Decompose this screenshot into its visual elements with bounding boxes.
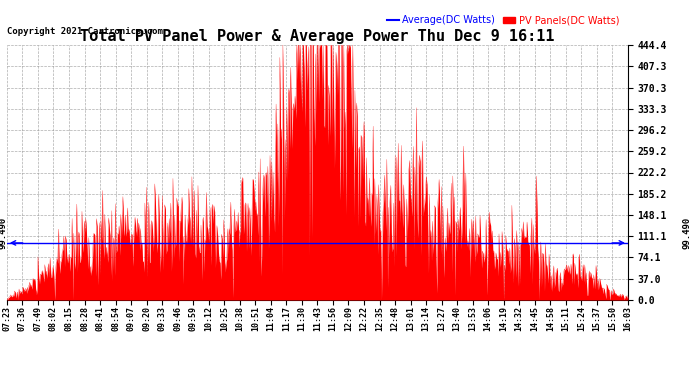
Legend: Average(DC Watts), PV Panels(DC Watts): Average(DC Watts), PV Panels(DC Watts)	[383, 12, 623, 29]
Title: Total PV Panel Power & Average Power Thu Dec 9 16:11: Total PV Panel Power & Average Power Thu…	[80, 29, 555, 44]
Text: 99.490: 99.490	[0, 216, 8, 249]
Text: Copyright 2021 Cartronics.com: Copyright 2021 Cartronics.com	[7, 27, 163, 36]
Text: 99.490: 99.490	[682, 216, 690, 249]
